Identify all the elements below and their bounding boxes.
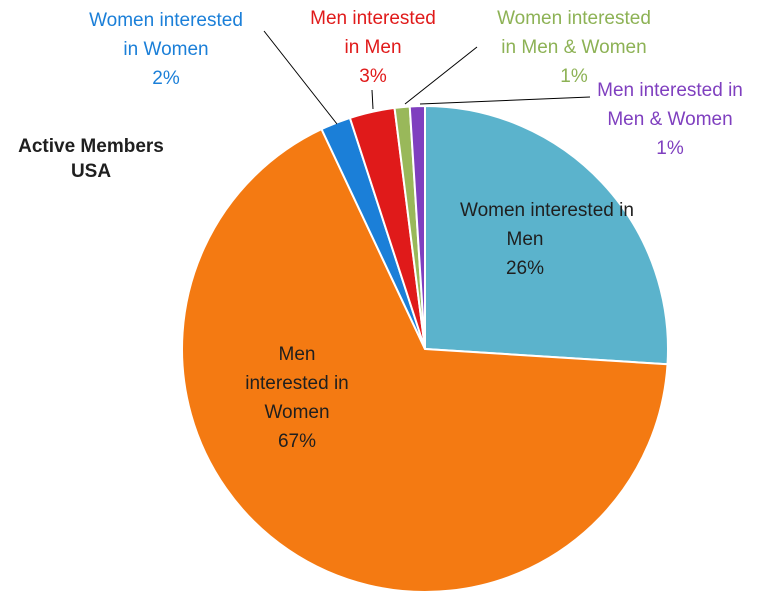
chart-title: Active Members USA — [8, 134, 174, 184]
slice-label-3-line-1: in Men — [344, 37, 402, 58]
leader-line-2 — [263, 30, 338, 125]
slice-label-2: Women interested in Women 2% — [68, 6, 264, 93]
slice-label-3-line-0: Men interested — [310, 8, 436, 29]
leader-line-5 — [419, 96, 591, 105]
slice-label-4-line-0: Women interested — [497, 8, 651, 29]
pie-slice-1 — [181, 127, 669, 593]
slice-label-5: Men interested in Men & Women 1% — [585, 76, 755, 163]
slice-label-0-line-1: Men — [506, 229, 544, 250]
slice-value-label-0: 26% — [505, 258, 545, 279]
leader-line-3 — [371, 89, 374, 110]
slice-value-label-4: 1% — [560, 66, 588, 87]
slice-value-label-3: 3% — [359, 66, 387, 87]
chart-title-line-1: Active Members — [18, 136, 164, 157]
slice-label-1-line-2: Women — [264, 402, 330, 423]
slice-label-4-line-1: in Men & Women — [501, 37, 647, 58]
slice-label-5-line-1: Men & Women — [607, 109, 733, 130]
chart-title-line-2: USA — [70, 161, 112, 182]
slice-label-2-line-0: Women interested — [89, 10, 243, 31]
slice-label-3: Men interested in Men 3% — [290, 4, 456, 91]
pie-slice-5 — [408, 104, 426, 350]
slice-value-label-1: 67% — [277, 431, 317, 452]
slice-label-5-line-0: Men interested in — [597, 80, 743, 101]
slice-label-1: Men interested in Women 67% — [232, 340, 362, 456]
slice-label-4: Women interested in Men & Women 1% — [476, 4, 672, 91]
slice-label-1-line-0: Men — [278, 344, 316, 365]
slice-label-0-line-0: Women interested in — [460, 200, 634, 221]
slice-label-2-line-1: in Women — [123, 39, 209, 60]
slice-value-label-5: 1% — [656, 138, 684, 159]
slice-label-0: Women interested in Men 26% — [460, 196, 634, 283]
pie-slice-0 — [424, 104, 669, 366]
slice-value-label-2: 2% — [152, 68, 180, 89]
slice-label-1-line-1: interested in — [245, 373, 349, 394]
leader-line-4 — [404, 46, 478, 105]
